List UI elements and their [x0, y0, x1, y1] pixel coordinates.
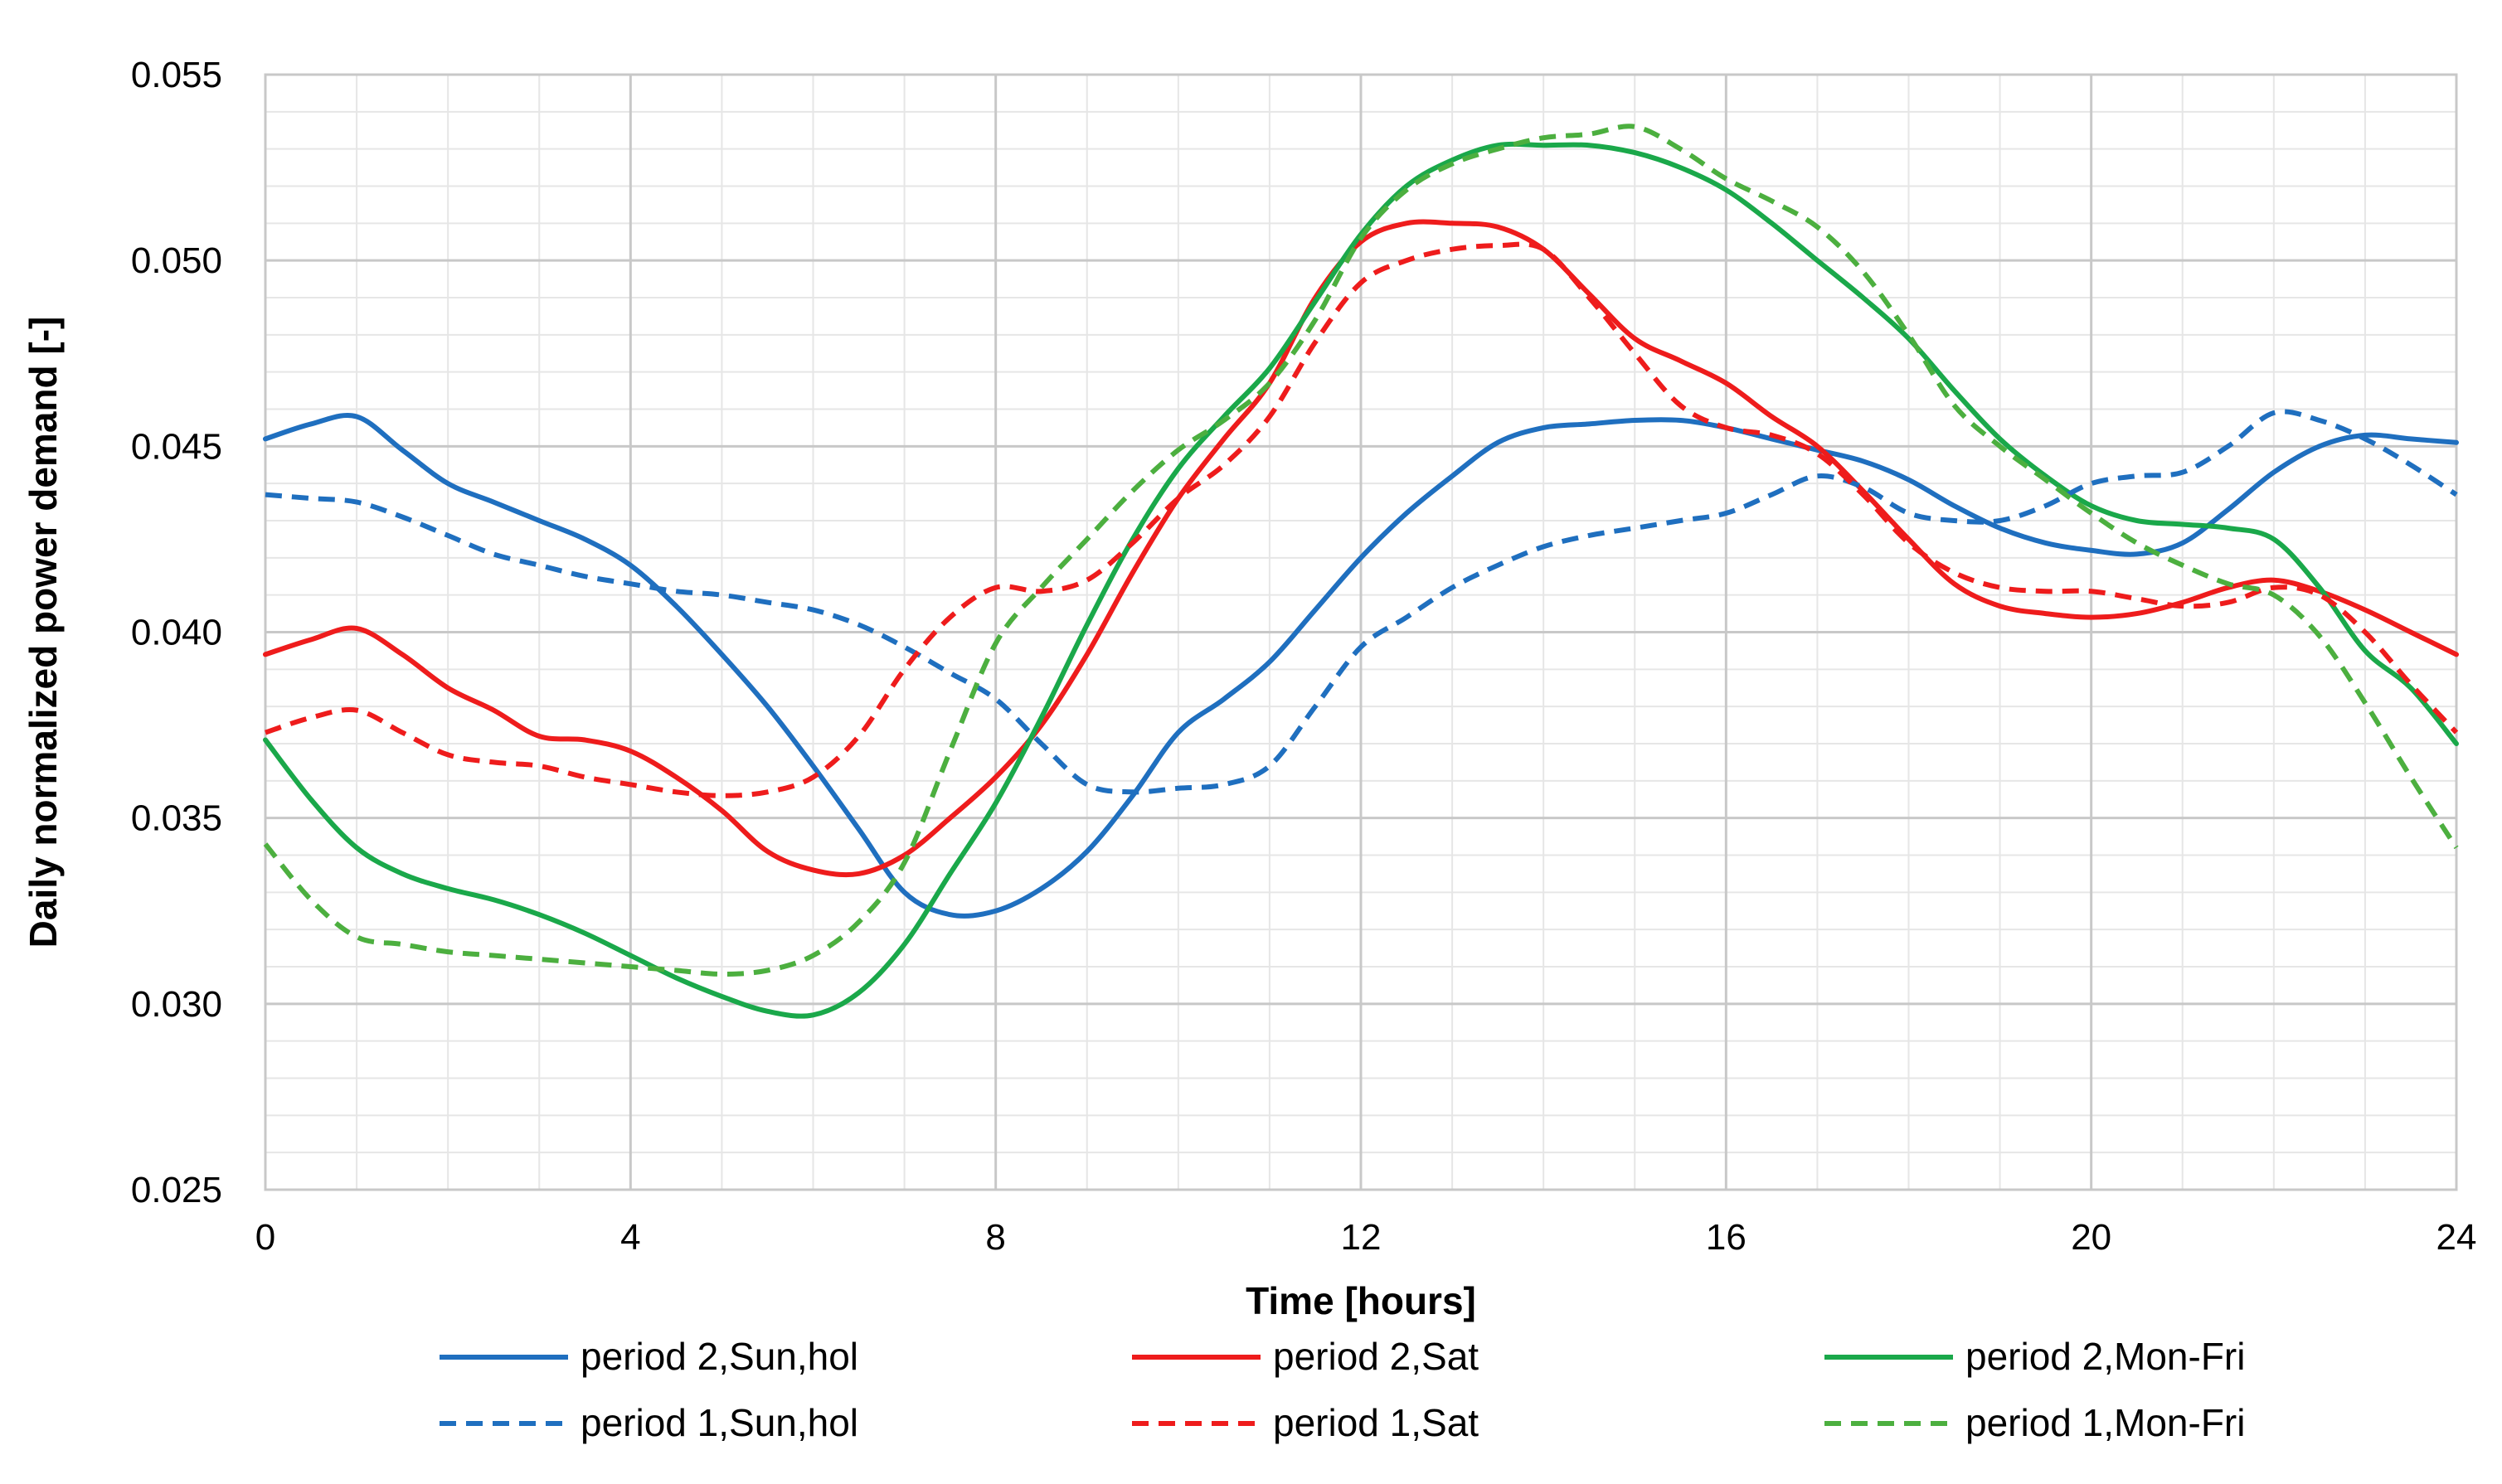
legend-label: period 2,Sun,hol: [581, 1335, 858, 1378]
y-tick-label: 0.025: [131, 1170, 222, 1210]
legend-label: period 2,Mon-Fri: [1965, 1335, 2245, 1378]
x-tick-label: 12: [1341, 1217, 1382, 1258]
series-line-period-1-sun-hol: [265, 409, 2458, 795]
y-tick-label: 0.030: [131, 984, 222, 1025]
legend-item-period-2-sat: period 2,Sat: [1132, 1335, 1479, 1378]
legend-label: period 1,Sat: [1273, 1401, 1479, 1444]
major-grid: [265, 75, 2456, 1190]
legend-item-period-1-sat: period 1,Sat: [1132, 1401, 1479, 1444]
legend-item-period-2-sun-hol: period 2,Sun,hol: [440, 1335, 858, 1378]
legend-item-period-2-mon-fri: period 2,Mon-Fri: [1824, 1335, 2245, 1378]
x-axis-tick-labels: 0 4 8 12 16 20 24: [255, 1217, 2477, 1258]
y-tick-label: 0.055: [131, 55, 222, 95]
y-axis-title: Daily normalized power demand [-]: [22, 317, 65, 948]
y-tick-label: 0.035: [131, 798, 222, 839]
legend-label: period 2,Sat: [1273, 1335, 1479, 1378]
series-line-period-1-mon-fri: [263, 124, 2459, 977]
plot-frame: [264, 73, 2458, 1191]
y-axis-tick-labels: 0.025 0.030 0.035 0.040 0.045 0.050 0.055: [131, 55, 222, 1210]
x-tick-label: 16: [1706, 1217, 1747, 1258]
x-tick-label: 4: [620, 1217, 640, 1258]
y-tick-label: 0.050: [131, 240, 222, 281]
legend-item-period-1-mon-fri: period 1,Mon-Fri: [1824, 1401, 2245, 1444]
legend-item-period-1-sun-hol: period 1,Sun,hol: [440, 1401, 858, 1444]
legend: period 2,Sun,hol period 2,Sat period 2,Mon…: [440, 1335, 2245, 1444]
y-tick-label: 0.045: [131, 426, 222, 467]
y-tick-label: 0.040: [131, 613, 222, 653]
series-line-period-1-sat: [265, 241, 2459, 798]
x-tick-label: 20: [2071, 1217, 2111, 1258]
x-tick-label: 24: [2436, 1217, 2477, 1258]
x-axis-title: Time [hours]: [1246, 1279, 1476, 1322]
legend-label: period 1,Sun,hol: [581, 1401, 858, 1444]
legend-label: period 1,Mon-Fri: [1965, 1401, 2245, 1444]
series-layer: [263, 124, 2459, 1019]
series-line-period-2-sun-hol: [263, 413, 2459, 919]
x-tick-label: 0: [255, 1217, 275, 1258]
x-tick-label: 8: [985, 1217, 1005, 1258]
